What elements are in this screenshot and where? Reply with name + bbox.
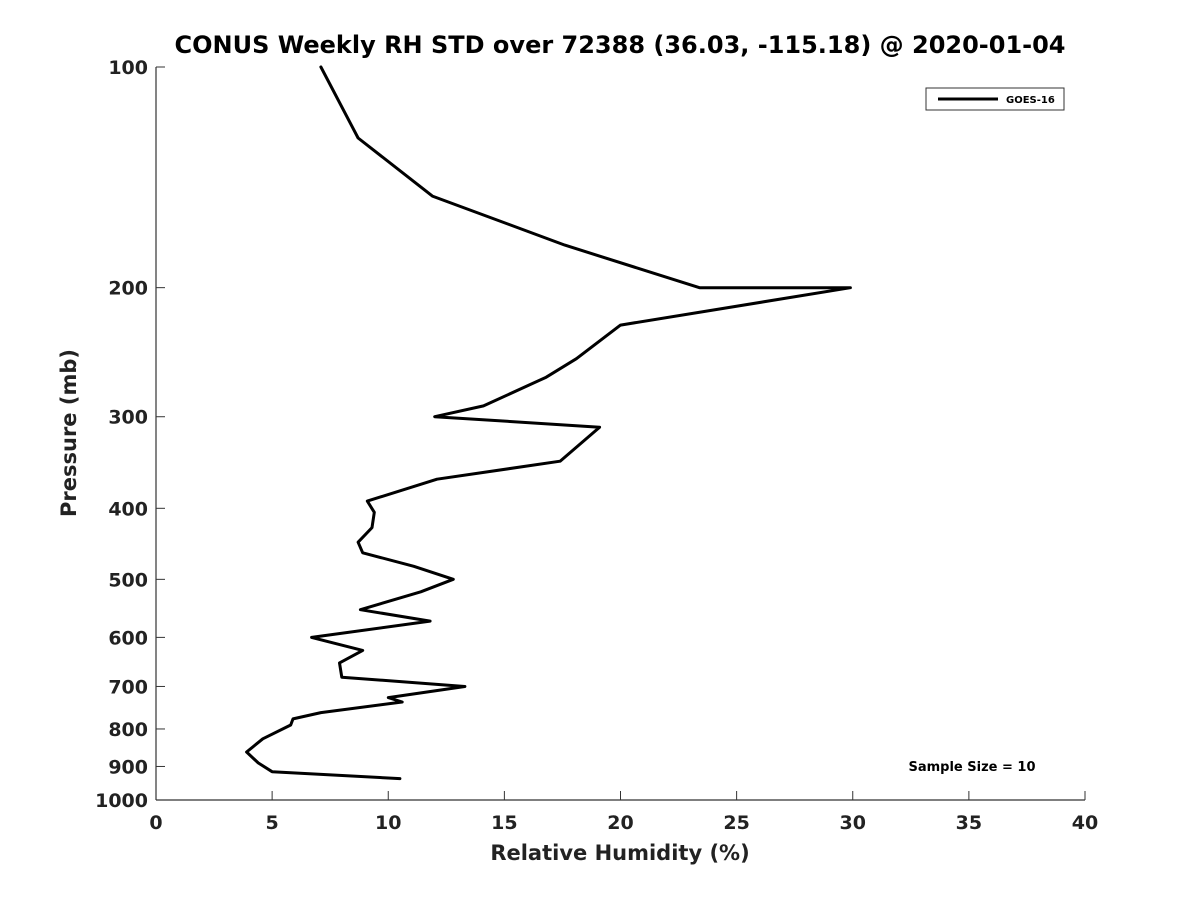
y-tick-label: 800 [108, 719, 148, 741]
x-tick-label: 10 [375, 812, 401, 834]
y-tick-label: 200 [108, 278, 148, 300]
x-tick-label: 40 [1072, 812, 1098, 834]
x-tick-label: 35 [956, 812, 982, 834]
y-tick-label: 500 [108, 569, 148, 591]
y-tick-label: 300 [108, 407, 148, 429]
y-tick-label: 600 [108, 627, 148, 649]
chart-title: CONUS Weekly RH STD over 72388 (36.03, -… [174, 31, 1065, 59]
y-axis-ticks: 100 200 300 400 500 600 700 800 900 1000 [95, 57, 165, 812]
y-tick-label: 900 [108, 756, 148, 778]
legend: GOES-16 [925, 87, 1065, 111]
x-tick-label: 20 [607, 812, 633, 834]
y-tick-label: 400 [108, 498, 148, 520]
x-tick-label: 15 [491, 812, 517, 834]
sample-size-annotation: Sample Size = 10 [908, 760, 1035, 775]
legend-entry-goes-16: GOES-16 [1006, 95, 1055, 106]
series-line-goes-16 [245, 65, 852, 781]
x-axis-label: Relative Humidity (%) [490, 841, 749, 865]
series-layer [245, 65, 852, 781]
x-tick-label: 0 [149, 812, 162, 834]
x-axis-ticks: 0 5 10 15 20 25 30 35 40 [149, 791, 1098, 834]
y-tick-label: 1000 [95, 790, 148, 812]
x-tick-label: 25 [723, 812, 749, 834]
y-axis-label: Pressure (mb) [57, 349, 81, 517]
y-tick-label: 700 [108, 676, 148, 698]
x-tick-label: 5 [266, 812, 279, 834]
y-tick-label: 100 [108, 57, 148, 79]
x-tick-label: 30 [840, 812, 866, 834]
